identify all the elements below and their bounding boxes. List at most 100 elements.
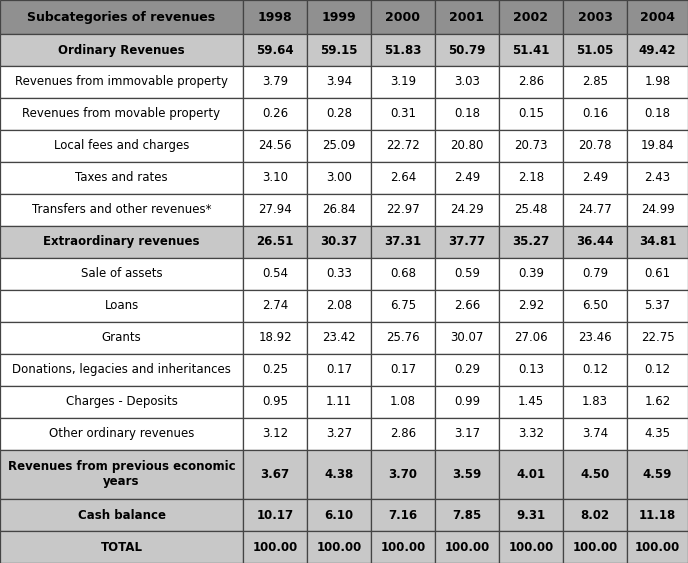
- Text: 24.99: 24.99: [641, 203, 674, 216]
- Bar: [0, 290, 243, 321]
- Bar: [627, 418, 688, 450]
- Text: 2002: 2002: [513, 11, 548, 24]
- Text: 0.17: 0.17: [390, 363, 416, 376]
- Text: Cash balance: Cash balance: [78, 508, 166, 521]
- Bar: [435, 34, 499, 66]
- Bar: [371, 531, 435, 563]
- Text: 4.38: 4.38: [324, 468, 354, 481]
- Text: 0.15: 0.15: [518, 108, 544, 120]
- Text: Extraordinary revenues: Extraordinary revenues: [43, 235, 200, 248]
- Bar: [435, 194, 499, 226]
- Bar: [627, 34, 688, 66]
- Bar: [627, 450, 688, 499]
- Text: 59.15: 59.15: [320, 43, 358, 56]
- Text: Subcategories of revenues: Subcategories of revenues: [28, 11, 215, 24]
- Text: 0.68: 0.68: [390, 267, 416, 280]
- Bar: [307, 418, 371, 450]
- Text: 3.19: 3.19: [390, 75, 416, 88]
- Bar: [0, 321, 243, 354]
- Text: 8.02: 8.02: [581, 508, 610, 521]
- Text: 3.59: 3.59: [453, 468, 482, 481]
- Bar: [499, 531, 563, 563]
- Bar: [435, 98, 499, 130]
- Text: 34.81: 34.81: [639, 235, 676, 248]
- Bar: [371, 162, 435, 194]
- Text: 100.00: 100.00: [572, 540, 618, 553]
- Bar: [371, 354, 435, 386]
- Bar: [499, 34, 563, 66]
- Bar: [371, 258, 435, 290]
- Text: 37.77: 37.77: [449, 235, 486, 248]
- Text: 4.59: 4.59: [643, 468, 672, 481]
- Bar: [371, 418, 435, 450]
- Bar: [243, 98, 307, 130]
- Text: 3.10: 3.10: [262, 171, 288, 184]
- Bar: [0, 98, 243, 130]
- Text: 2.86: 2.86: [390, 427, 416, 440]
- Bar: [243, 258, 307, 290]
- Text: 3.17: 3.17: [454, 427, 480, 440]
- Bar: [563, 321, 627, 354]
- Bar: [627, 130, 688, 162]
- Bar: [0, 66, 243, 98]
- Bar: [0, 258, 243, 290]
- Bar: [0, 162, 243, 194]
- Bar: [435, 450, 499, 499]
- Text: 1.83: 1.83: [582, 395, 608, 408]
- Bar: [435, 226, 499, 258]
- Bar: [499, 354, 563, 386]
- Bar: [0, 386, 243, 418]
- Text: 22.97: 22.97: [386, 203, 420, 216]
- Bar: [371, 0, 435, 34]
- Text: 0.17: 0.17: [326, 363, 352, 376]
- Text: 7.85: 7.85: [453, 508, 482, 521]
- Text: 3.12: 3.12: [262, 427, 288, 440]
- Text: 0.79: 0.79: [582, 267, 608, 280]
- Bar: [371, 226, 435, 258]
- Text: 20.80: 20.80: [451, 140, 484, 153]
- Bar: [499, 226, 563, 258]
- Text: 6.50: 6.50: [582, 299, 608, 312]
- Text: 2.49: 2.49: [454, 171, 480, 184]
- Bar: [499, 499, 563, 531]
- Bar: [435, 258, 499, 290]
- Text: 25.09: 25.09: [322, 140, 356, 153]
- Text: 10.17: 10.17: [257, 508, 294, 521]
- Text: 11.18: 11.18: [639, 508, 676, 521]
- Bar: [563, 386, 627, 418]
- Text: 20.73: 20.73: [514, 140, 548, 153]
- Bar: [435, 386, 499, 418]
- Bar: [307, 98, 371, 130]
- Text: 36.44: 36.44: [577, 235, 614, 248]
- Bar: [243, 162, 307, 194]
- Bar: [307, 258, 371, 290]
- Text: Revenues from previous economic
years: Revenues from previous economic years: [8, 461, 235, 488]
- Bar: [307, 130, 371, 162]
- Bar: [243, 66, 307, 98]
- Text: Grants: Grants: [102, 331, 141, 344]
- Bar: [307, 162, 371, 194]
- Text: 3.32: 3.32: [518, 427, 544, 440]
- Text: 24.77: 24.77: [578, 203, 612, 216]
- Bar: [627, 531, 688, 563]
- Text: 6.75: 6.75: [390, 299, 416, 312]
- Bar: [627, 499, 688, 531]
- Text: 100.00: 100.00: [252, 540, 298, 553]
- Text: 0.39: 0.39: [518, 267, 544, 280]
- Text: 27.06: 27.06: [514, 331, 548, 344]
- Bar: [563, 499, 627, 531]
- Text: 59.64: 59.64: [256, 43, 294, 56]
- Text: 1.11: 1.11: [326, 395, 352, 408]
- Text: 1.98: 1.98: [645, 75, 671, 88]
- Text: 0.25: 0.25: [262, 363, 288, 376]
- Bar: [499, 194, 563, 226]
- Bar: [627, 258, 688, 290]
- Bar: [499, 66, 563, 98]
- Text: 100.00: 100.00: [444, 540, 490, 553]
- Bar: [627, 0, 688, 34]
- Text: 2.49: 2.49: [582, 171, 608, 184]
- Bar: [371, 34, 435, 66]
- Bar: [563, 531, 627, 563]
- Bar: [0, 130, 243, 162]
- Text: 51.41: 51.41: [513, 43, 550, 56]
